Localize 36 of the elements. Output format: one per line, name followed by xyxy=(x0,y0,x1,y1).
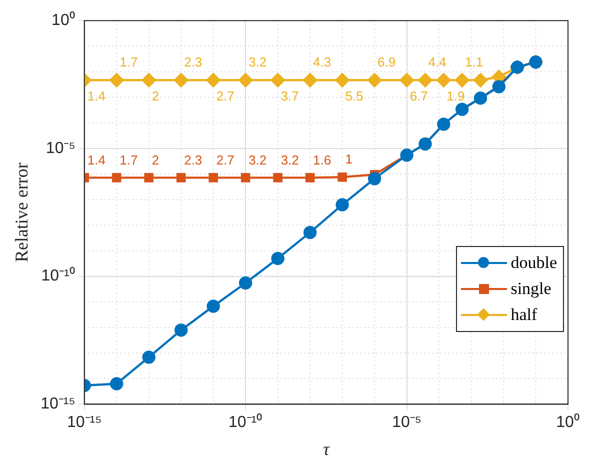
annotation: 1.6 xyxy=(313,152,332,168)
x-tick-label: 10⁻⁵ xyxy=(392,414,422,432)
x-tick-label: 10⁻¹⁵ xyxy=(66,414,102,432)
annotation: 4.4 xyxy=(428,54,446,70)
annotation: 6.7 xyxy=(410,88,428,104)
annotation: 2.3 xyxy=(184,54,202,70)
annotation: 3.7 xyxy=(280,88,299,104)
y-tick-label: 10⁻⁵ xyxy=(46,140,76,157)
legend-label: single xyxy=(510,278,552,299)
annotation: 6.9 xyxy=(378,54,396,70)
annotation: 2.7 xyxy=(216,152,234,168)
annotation: 2 xyxy=(152,88,160,104)
annotation: 1.9 xyxy=(446,88,465,104)
y-tick-label: 10⁻¹⁵ xyxy=(40,396,76,413)
annotation: 1.4 xyxy=(87,88,106,104)
x-tick-label: 10⁰ xyxy=(556,413,580,432)
legend-label: double xyxy=(510,252,557,273)
y-tick-label: 10⁰ xyxy=(52,11,76,30)
annotation: 1.4 xyxy=(87,152,106,168)
annotation: 1.7 xyxy=(120,54,138,70)
x-axis-title: τ xyxy=(322,438,330,459)
annotation: 4.3 xyxy=(313,54,332,70)
x-tick-label: 10⁻¹⁰ xyxy=(228,413,263,432)
annotation: 3.2 xyxy=(248,54,267,70)
legend-label: half xyxy=(510,304,538,325)
annotation: 1.1 xyxy=(465,54,484,70)
annotation: 2.7 xyxy=(216,88,234,104)
annotation: 1 xyxy=(345,152,353,167)
annotation: 2.3 xyxy=(184,152,202,168)
annotation: 2 xyxy=(152,152,160,168)
y-axis-title: Relative error xyxy=(12,162,32,262)
annotation: 5.5 xyxy=(345,88,364,104)
annotation: 1.7 xyxy=(120,152,138,168)
annotation: 3.2 xyxy=(248,152,267,168)
annotation: 3.2 xyxy=(280,152,299,168)
y-tick-label: 10⁻¹⁰ xyxy=(41,266,76,285)
